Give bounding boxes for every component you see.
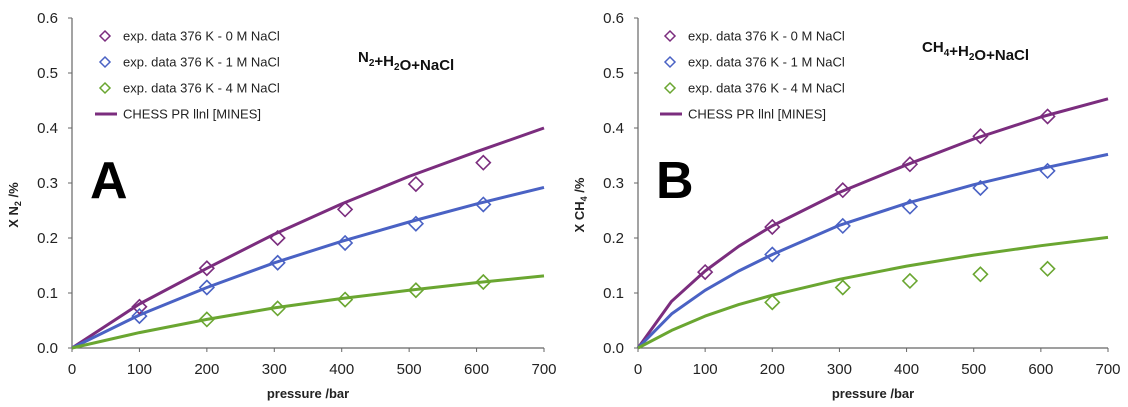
model-line xyxy=(71,126,545,350)
data-point xyxy=(834,182,851,199)
x-tick-label: 600 xyxy=(464,361,489,378)
data-point xyxy=(901,198,919,215)
system-label: N2+H2O+NaCl xyxy=(358,49,454,74)
y-axis-label: X CH4 /% xyxy=(572,177,589,232)
y-tick-label: 0.3 xyxy=(603,175,624,192)
legend: exp. data 376 K - 0 M NaCl exp. data 376 … xyxy=(660,29,845,122)
y-tick-label: 0.6 xyxy=(37,10,58,27)
data-point xyxy=(269,254,286,271)
y-tick-label: 0.6 xyxy=(603,10,624,27)
y-tick-label: 0.1 xyxy=(603,285,624,302)
system-label: CH4+H2O+NaCl xyxy=(922,39,1029,64)
chart-panel-a: 0 100 200 300 400 500 600 700 0.0 0.1 0.2 0.3 0.4 0.5… xyxy=(6,10,557,401)
data-point xyxy=(131,307,148,325)
model-line xyxy=(636,97,1109,349)
data-point xyxy=(336,234,354,252)
legend-label: exp. data 376 K - 4 M NaCl xyxy=(123,81,280,96)
x-tick-label: 400 xyxy=(894,361,919,378)
y-tick-label: 0.4 xyxy=(37,120,58,137)
data-point xyxy=(764,218,781,236)
data-point xyxy=(764,246,781,263)
y-tick-label: 0.5 xyxy=(37,65,58,82)
legend-label: exp. data 376 K - 1 M NaCl xyxy=(688,55,845,70)
data-point xyxy=(198,260,215,277)
x-tick-label: 700 xyxy=(1095,361,1120,378)
legend-label: exp. data 376 K - 0 M NaCl xyxy=(688,29,845,44)
y-tick-label: 0.2 xyxy=(603,230,624,247)
y-tick-label: 0.0 xyxy=(603,340,624,357)
panel-label: A xyxy=(90,152,128,210)
data-point xyxy=(198,279,215,296)
y-tick-label: 0.3 xyxy=(37,175,58,192)
x-tick-label: 500 xyxy=(397,361,422,378)
data-point xyxy=(901,272,919,290)
data-point xyxy=(1039,260,1056,277)
data-point xyxy=(1039,162,1056,180)
data-point xyxy=(972,128,989,145)
x-tick-label: 200 xyxy=(194,361,219,378)
data-point xyxy=(407,215,425,232)
y-tick-label: 0.1 xyxy=(37,285,58,302)
y-tick-label: 0.4 xyxy=(603,120,624,137)
model-line xyxy=(637,235,1109,350)
x-tick-label: 300 xyxy=(827,361,852,378)
data-point xyxy=(697,263,714,281)
model-line xyxy=(71,185,545,350)
legend-marker-icon xyxy=(98,55,112,69)
x-tick-label: 100 xyxy=(127,361,152,378)
y-tick-label: 0.5 xyxy=(603,65,624,82)
data-point xyxy=(972,266,989,283)
data-point xyxy=(764,294,781,311)
y-axis-label: X N2 /% xyxy=(6,182,23,228)
data-point xyxy=(834,279,851,296)
data-point xyxy=(131,298,148,315)
panel-label: B xyxy=(656,152,694,210)
data-point xyxy=(407,282,425,299)
legend-marker-icon xyxy=(663,29,677,43)
model-line xyxy=(636,152,1109,350)
legend-label: exp. data 376 K - 4 M NaCl xyxy=(688,81,845,96)
legend-label: CHESS PR llnl [MINES] xyxy=(688,107,826,122)
data-point xyxy=(1039,108,1056,125)
legend-label: exp. data 376 K - 0 M NaCl xyxy=(123,29,280,44)
x-tick-label: 500 xyxy=(961,361,986,378)
legend-marker-icon xyxy=(98,29,112,43)
legend-marker-icon xyxy=(98,81,112,95)
data-point xyxy=(901,156,919,173)
x-tick-label: 0 xyxy=(68,361,76,378)
data-point xyxy=(336,201,354,218)
x-axis-label: pressure /bar xyxy=(832,386,914,401)
data-point xyxy=(475,196,492,213)
legend-label: CHESS PR llnl [MINES] xyxy=(123,107,261,122)
x-tick-label: 700 xyxy=(531,361,556,378)
data-point xyxy=(475,154,492,171)
y-tick-label: 0.2 xyxy=(37,230,58,247)
x-tick-label: 600 xyxy=(1028,361,1053,378)
legend: exp. data 376 K - 0 M NaCl exp. data 376 … xyxy=(95,29,280,122)
legend-label: exp. data 376 K - 1 M NaCl xyxy=(123,55,280,70)
data-point xyxy=(834,217,851,235)
x-tick-label: 0 xyxy=(634,361,642,378)
y-tick-label: 0.0 xyxy=(37,340,58,357)
model-line xyxy=(71,274,545,350)
x-axis-label: pressure /bar xyxy=(267,386,349,401)
x-tick-label: 200 xyxy=(760,361,785,378)
data-point xyxy=(198,311,215,328)
chart-panel-b: 0 100 200 300 400 500 600 700 0.0 0.1 0.2 0.3 0.4 0.5… xyxy=(572,10,1121,401)
x-tick-label: 400 xyxy=(329,361,354,378)
x-tick-label: 100 xyxy=(693,361,718,378)
legend-marker-icon xyxy=(663,55,677,69)
data-point xyxy=(269,300,286,317)
data-point xyxy=(475,273,492,291)
data-point xyxy=(972,179,989,197)
data-point xyxy=(336,291,354,308)
x-tick-label: 300 xyxy=(262,361,287,378)
data-point xyxy=(407,175,425,193)
legend-marker-icon xyxy=(663,81,677,95)
data-point xyxy=(269,229,286,247)
